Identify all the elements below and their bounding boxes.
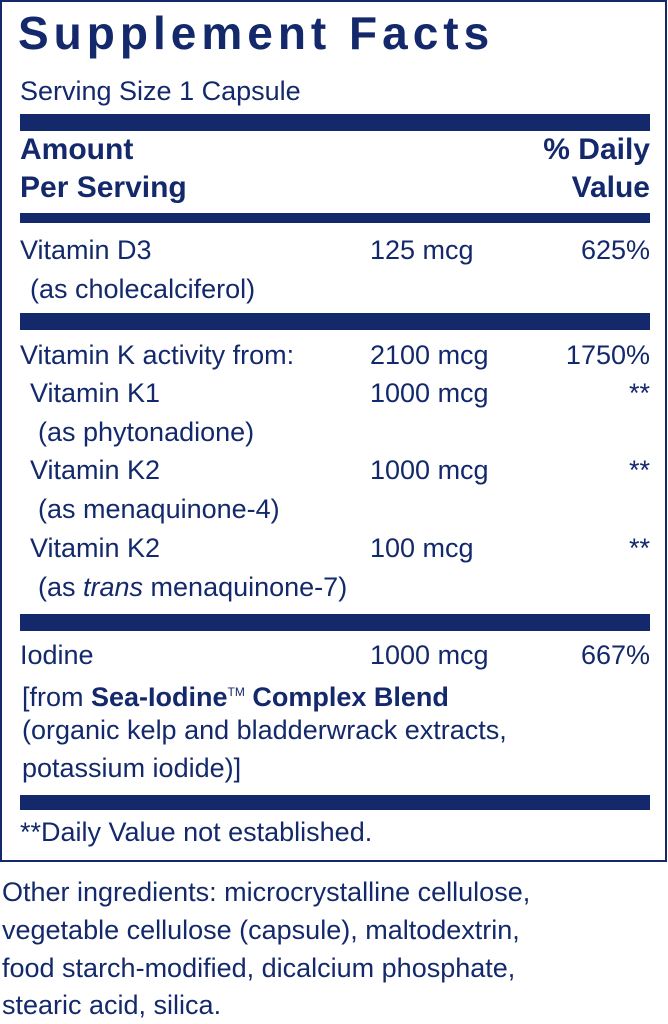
nutrient-name: Vitamin K activity from: [20, 340, 295, 370]
nutrient-dv: 667% [580, 640, 650, 670]
header-amount-2: Per Serving [20, 171, 187, 204]
header-dv-2: Value [571, 171, 650, 204]
nutrient-source: (as trans menaquinone-7) [38, 568, 347, 606]
nutrient-amount: 1000 mcg [370, 378, 489, 408]
footnote: **Daily Value not established. [20, 817, 373, 847]
nutrient-dv: ** [628, 455, 650, 485]
brand-suffix: Complex Blend [244, 682, 449, 712]
divider [20, 213, 650, 223]
divider-thick [20, 795, 650, 810]
nutrient-source: (as menaquinone-4) [38, 494, 280, 524]
nutrient-name: Vitamin D3 [20, 235, 152, 265]
divider-thick [20, 114, 650, 131]
source-italic: trans [83, 572, 144, 602]
nutrient-name: Iodine [20, 640, 94, 670]
nutrient-dv: ** [628, 378, 650, 408]
nutrient-source: [from Sea-IodineTM Complex Blend [22, 673, 449, 716]
header-amount-1: Amount [20, 133, 134, 166]
nutrient-dv: 1750% [565, 340, 650, 370]
other-ingredients: vegetable cellulose (capsule), maltodext… [2, 915, 520, 945]
source-prefix: (as [38, 572, 84, 602]
nutrient-name: Vitamin K1 [30, 378, 161, 408]
panel-title: Supplement Facts [18, 7, 495, 59]
nutrient-source: potassium iodide)] [22, 753, 242, 783]
serving-size: Serving Size 1 Capsule [20, 76, 301, 106]
nutrient-amount: 2100 mcg [370, 340, 489, 370]
source-suffix: menaquinone-7) [143, 572, 348, 602]
nutrient-amount: 1000 mcg [370, 455, 489, 485]
nutrient-dv: 625% [580, 235, 650, 265]
nutrient-amount: 100 mcg [370, 533, 474, 563]
supplement-facts-panel [0, 0, 667, 862]
brand-name: Sea-Iodine [91, 682, 228, 712]
header-dv-1: % Daily [543, 133, 650, 166]
nutrient-name: Vitamin K2 [30, 533, 161, 563]
nutrient-amount: 125 mcg [370, 235, 474, 265]
nutrient-source: (as cholecalciferol) [30, 274, 256, 304]
divider-thick [20, 614, 650, 631]
nutrient-name: Vitamin K2 [30, 455, 161, 485]
other-ingredients: food starch-modified, dicalcium phosphat… [2, 953, 516, 983]
other-ingredients: Other ingredients: microcrystalline cell… [2, 877, 531, 907]
source-prefix: [from [22, 682, 92, 712]
nutrient-source: (organic kelp and bladderwrack extracts, [22, 715, 507, 745]
nutrient-source: (as phytonadione) [38, 417, 255, 447]
nutrient-dv: ** [628, 533, 650, 563]
other-ingredients: stearic acid, silica. [2, 990, 222, 1020]
trademark: TM [227, 685, 245, 699]
nutrient-amount: 1000 mcg [370, 640, 489, 670]
divider-thick [20, 313, 650, 330]
